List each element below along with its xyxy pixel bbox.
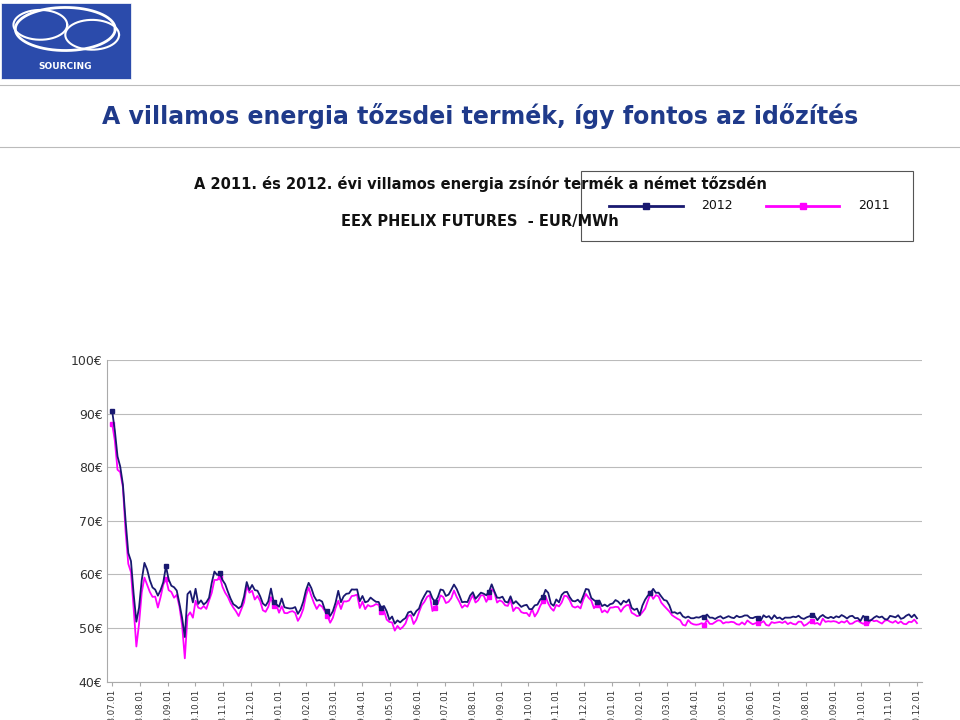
Text: SOURCING: SOURCING (38, 62, 92, 71)
Text: A 2011. és 2012. évi villamos energia zsínór termék a német tőzsdén: A 2011. és 2012. évi villamos energia zs… (194, 176, 766, 192)
Text: Sourcing Hungary Kft - Professzionális energia beszerzés: Sourcing Hungary Kft - Professzionális e… (223, 32, 852, 51)
Text: 2012: 2012 (701, 199, 732, 212)
FancyBboxPatch shape (1, 4, 131, 79)
Text: 2011: 2011 (858, 199, 890, 212)
Text: © 2008-2010 Sourcing Hungary Kft.: © 2008-2010 Sourcing Hungary Kft. (705, 698, 931, 711)
FancyBboxPatch shape (582, 171, 913, 241)
Text: EEX PHELIX FUTURES  - EUR/MWh: EEX PHELIX FUTURES - EUR/MWh (341, 214, 619, 229)
Text: A villamos energia tőzsdei termék, így fontos az időzítés: A villamos energia tőzsdei termék, így f… (102, 103, 858, 129)
